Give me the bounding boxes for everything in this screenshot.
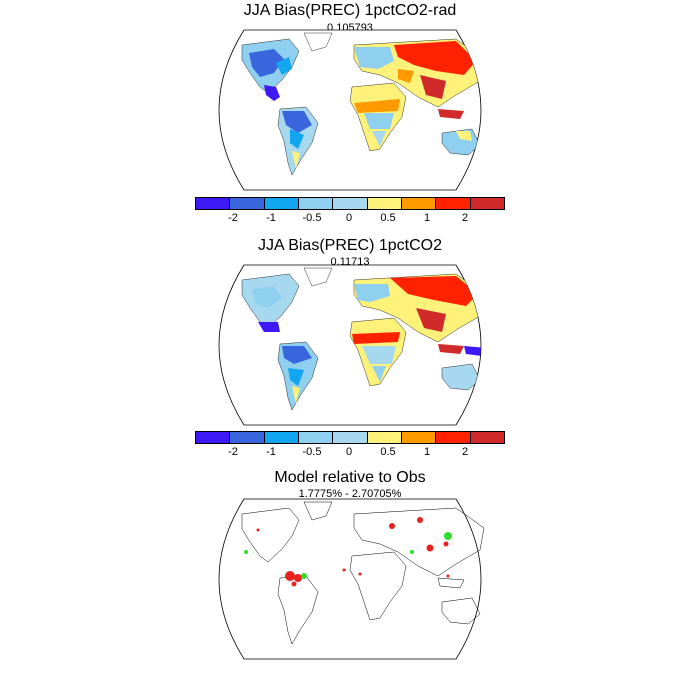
panel3-title: Model relative to Obs [274, 469, 426, 486]
panel1-colorbar-ticks: -2 -1 -0.5 0 0.5 1 2 [195, 212, 505, 226]
panel3-map [218, 498, 485, 660]
tick-label: -0.5 [302, 212, 322, 224]
panel1-title: JJA Bias(PREC) 1pctCO2-rad [243, 2, 457, 19]
panel2-colorbar [195, 431, 505, 444]
tick-label: 1 [423, 212, 431, 224]
tick-label: -1 [266, 212, 276, 224]
tick-label: 0 [345, 212, 353, 224]
panel1-colorbar [195, 197, 505, 210]
tick-label: -0.5 [302, 446, 322, 458]
panel2-map [218, 264, 482, 426]
tick-label: 0.5 [380, 212, 396, 224]
tick-label: 2 [461, 212, 469, 224]
tick-label: -2 [228, 212, 238, 224]
tick-label: -2 [228, 446, 238, 458]
tick-label: 1 [423, 446, 431, 458]
tick-label: 0 [345, 446, 353, 458]
tick-label: 0.5 [380, 446, 396, 458]
tick-label: 2 [461, 446, 469, 458]
panel3-subtitle: 1.7775% - 2.70705% [298, 488, 402, 500]
panel2-title: JJA Bias(PREC) 1pctCO2 [257, 237, 443, 254]
panel1-map [218, 29, 482, 191]
tick-label: -1 [266, 446, 276, 458]
panel2-colorbar-ticks: -2 -1 -0.5 0 0.5 1 2 [195, 446, 505, 460]
